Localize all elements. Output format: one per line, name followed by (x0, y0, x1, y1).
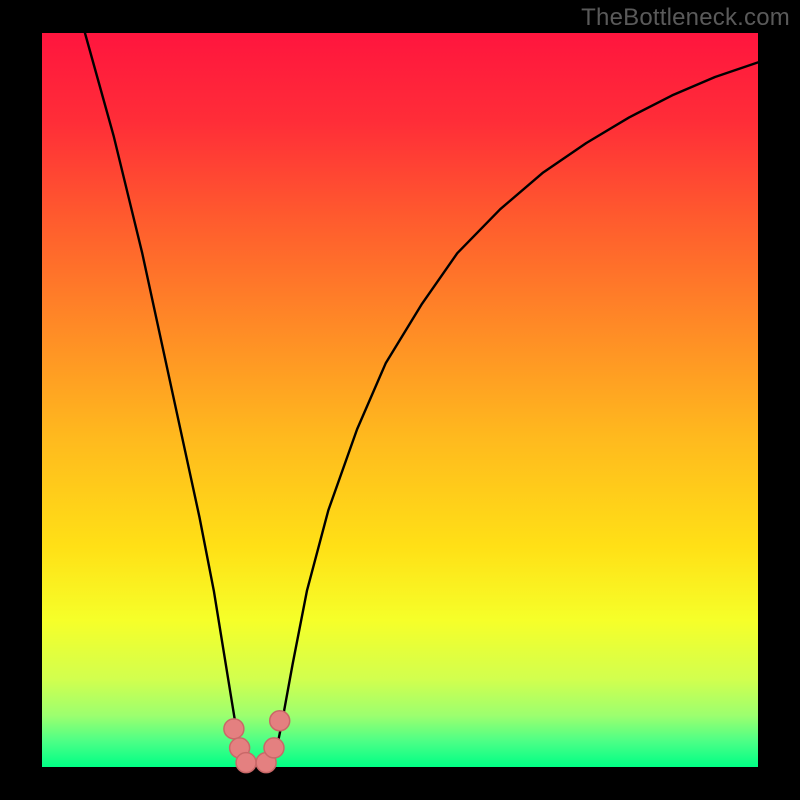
plot-background (42, 33, 758, 767)
optimal-marker (270, 711, 290, 731)
watermark-text: TheBottleneck.com (581, 4, 790, 32)
optimal-marker (224, 719, 244, 739)
optimal-marker (236, 753, 256, 773)
optimal-marker (264, 738, 284, 758)
bottleneck-chart (0, 0, 800, 800)
